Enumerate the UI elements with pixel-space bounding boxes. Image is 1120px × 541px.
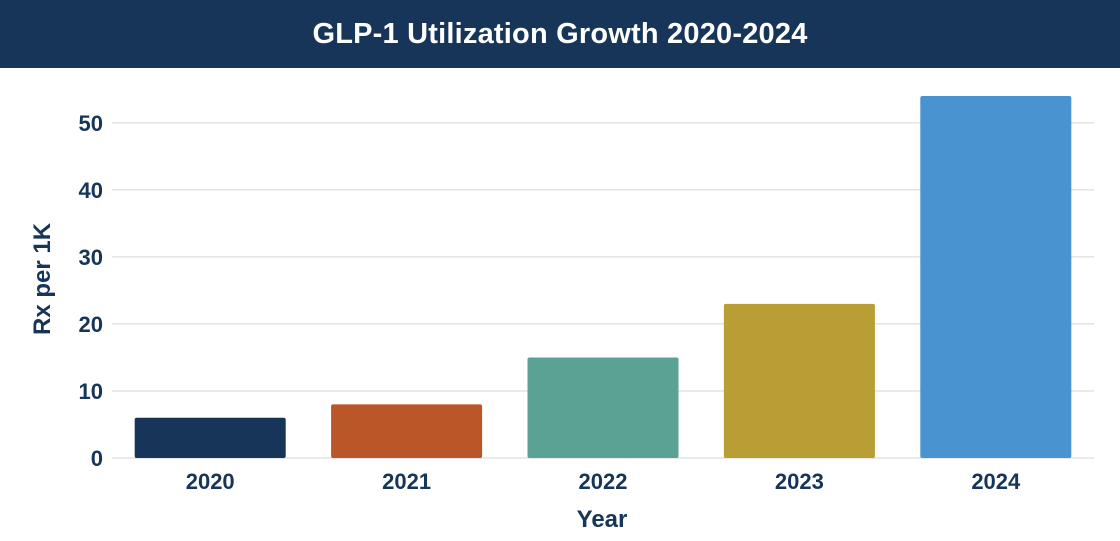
- x-tick-label: 2024: [971, 469, 1021, 494]
- x-tick-label: 2020: [186, 469, 235, 494]
- bar-2023: [723, 303, 875, 458]
- y-tick-label: 0: [91, 446, 103, 471]
- bar-2021: [331, 404, 483, 458]
- y-tick-label: 50: [79, 111, 103, 136]
- y-tick-label: 20: [79, 312, 103, 337]
- x-tick-label: 2021: [382, 469, 431, 494]
- y-tick-label: 40: [79, 178, 103, 203]
- x-axis-title: Year: [577, 506, 628, 533]
- chart-title: GLP-1 Utilization Growth 2020-2024: [312, 17, 808, 50]
- y-tick-label: 30: [79, 245, 103, 270]
- bar-2024: [920, 96, 1072, 458]
- chart-title-bar: GLP-1 Utilization Growth 2020-2024: [0, 0, 1120, 68]
- bar-2022: [527, 357, 679, 458]
- y-tick-label: 10: [79, 379, 103, 404]
- bar-2020: [134, 417, 286, 458]
- x-axis-ticks: 2020 2021 2022 2023 2024: [186, 469, 1021, 494]
- bars: [134, 96, 1072, 458]
- y-axis-ticks: 0 10 20 30 40 50: [79, 111, 103, 471]
- x-tick-label: 2023: [775, 469, 824, 494]
- y-axis-title: Rx per 1K: [29, 222, 56, 335]
- x-tick-label: 2022: [579, 469, 628, 494]
